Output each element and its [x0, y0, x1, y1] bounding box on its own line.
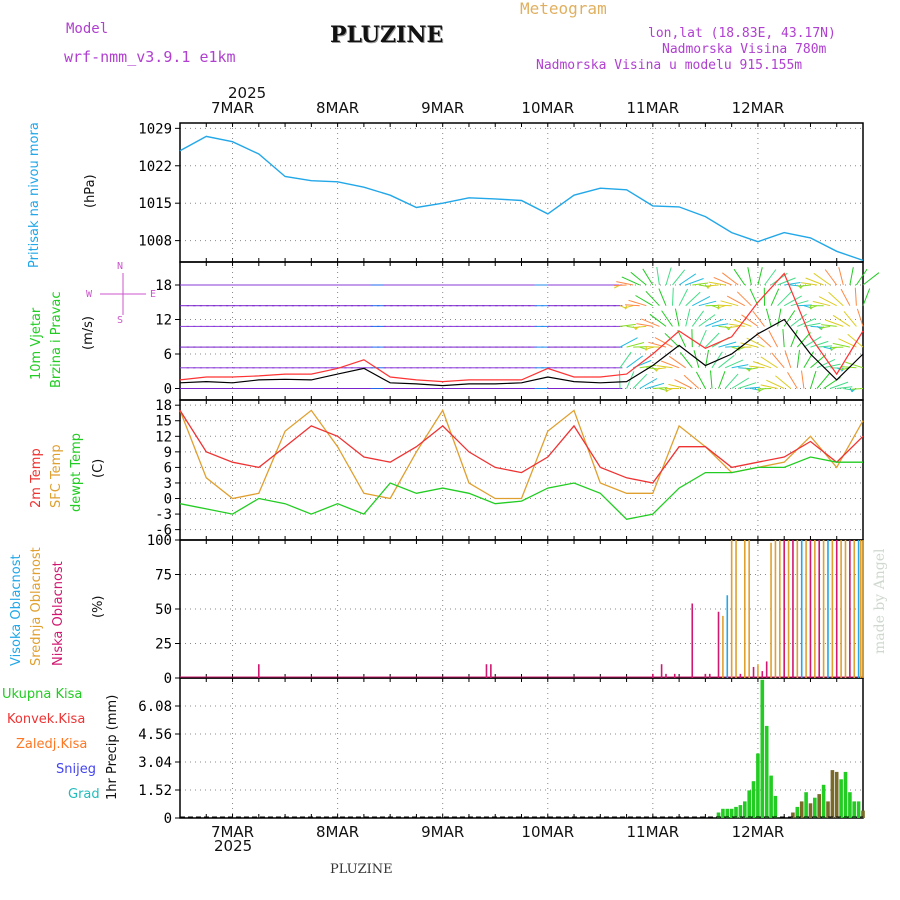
- precip-bar-total: [804, 792, 808, 818]
- ytick-label: -3: [155, 507, 172, 523]
- precip-bar-total: [769, 775, 773, 818]
- precip-bar-total: [747, 790, 751, 818]
- dewpt-line: [179, 456, 863, 521]
- compass-s: S: [117, 315, 124, 326]
- ytick-label: 6.08: [138, 699, 172, 715]
- precip-bar-total: [760, 679, 765, 818]
- precip-bar-total: [843, 771, 848, 818]
- ytick-label: 1022: [138, 159, 172, 175]
- compass-rose-icon: [100, 273, 146, 315]
- ytick-label: 0: [164, 671, 172, 687]
- bottom-date-label: 10MAR: [521, 823, 574, 841]
- meteogram-label: Meteogram: [520, 0, 607, 18]
- legend-total-precip: Ukupna Kisa: [2, 687, 83, 702]
- ytick-label: 12: [155, 313, 172, 329]
- 2m-temp-line: [179, 410, 864, 484]
- ytick-label: -6: [155, 523, 172, 539]
- top-date-label: 10MAR: [521, 99, 574, 117]
- legend-hail: Grad: [68, 787, 100, 802]
- ytick-label: 0: [164, 382, 172, 398]
- bottom-date-label: 12MAR: [732, 823, 785, 841]
- ytick-label: 50: [155, 602, 172, 618]
- bottom-date-label: 8MAR: [316, 823, 359, 841]
- wind-speed-line: [179, 318, 864, 387]
- ytick-label: 3.04: [138, 755, 172, 771]
- wind-gust-line: [179, 272, 864, 383]
- model-altitude-label: Nadmorska Visina u modelu 915.155m: [536, 58, 803, 73]
- precip-bar-total: [852, 801, 856, 818]
- precip-bar-total: [764, 725, 769, 818]
- top-date-label: 12MAR: [732, 99, 785, 117]
- precip-bar-conv: [861, 810, 865, 818]
- ytick-label: 6: [164, 460, 172, 476]
- model-label: Model: [66, 21, 109, 37]
- lonlat-label: lon,lat (18.83E, 43.17N): [648, 26, 836, 41]
- precip-bar-total: [848, 792, 852, 818]
- panel-frame: [179, 677, 864, 819]
- ytick-label: 1015: [138, 196, 172, 212]
- precip-bar-conv: [830, 770, 835, 818]
- top-date-label: 7MAR: [211, 99, 254, 117]
- compass-w: W: [86, 289, 93, 300]
- precip-bar-conv: [817, 794, 821, 818]
- legend-snow: Snijeg: [56, 762, 96, 777]
- ytick-label: 4.56: [138, 727, 172, 743]
- model-name: wrf-nmm_v3.9.1 e1km: [64, 48, 236, 66]
- altitude-label: Nadmorska Visina 780m: [662, 42, 827, 57]
- precip-bar-total: [839, 779, 843, 818]
- bottom-date-label: 11MAR: [626, 823, 679, 841]
- sfc-temp-line: [179, 408, 864, 500]
- precip-bar-total: [725, 808, 730, 818]
- precip-bar-total: [751, 781, 756, 818]
- precip-bar-total: [738, 805, 743, 818]
- precip-bar-total: [721, 808, 725, 818]
- precip-bar-conv: [791, 812, 795, 818]
- compass-e: E: [150, 289, 157, 300]
- precip-bar-conv: [799, 801, 804, 818]
- ytick-label: 1008: [138, 234, 172, 250]
- precip-bar-conv: [826, 801, 830, 818]
- precip-bar-total: [729, 808, 734, 818]
- ytick-label: 0: [164, 492, 172, 508]
- bottom-year: 2025: [214, 837, 253, 855]
- precip-bar-total: [795, 806, 800, 818]
- pressure-line: [179, 135, 864, 262]
- ytick-label: 1.52: [138, 783, 172, 799]
- precip-bar-total: [773, 795, 778, 818]
- compass-n: N: [117, 261, 124, 272]
- precip-bar-conv: [808, 803, 813, 818]
- ytick-label: 6: [164, 347, 172, 363]
- bottom-date-label: 9MAR: [421, 823, 464, 841]
- bottom-date-label: 7MAR: [211, 823, 254, 841]
- precip-bar-total: [821, 784, 826, 818]
- ytick-label: 75: [155, 568, 172, 584]
- top-date-label: 9MAR: [421, 99, 464, 117]
- wind-arrows: [180, 267, 880, 393]
- ytick-label: 0: [164, 811, 172, 827]
- top-date-label: 8MAR: [316, 99, 359, 117]
- ytick-label: 25: [155, 637, 172, 653]
- precip-bar-total: [743, 801, 747, 818]
- precip-bar-conv: [834, 771, 839, 818]
- ytick-label: 3: [164, 476, 172, 492]
- legend-frz-precip: Zaledj.Kisa: [16, 737, 88, 752]
- precip-bar-total: [856, 801, 861, 818]
- precip-bar-total: [756, 753, 760, 818]
- precip-bar-total: [813, 797, 817, 818]
- ytick-label: 1029: [138, 121, 172, 137]
- top-date-label: 11MAR: [626, 99, 679, 117]
- ytick-label: 100: [147, 533, 172, 549]
- ytick-label: 9: [164, 445, 172, 461]
- precip-bar-total: [716, 812, 721, 818]
- legend-conv-precip: Konvek.Kisa: [7, 712, 86, 727]
- ytick-label: 18: [155, 398, 172, 414]
- ytick-label: 18: [155, 278, 172, 294]
- footer-label: PLUZINE: [330, 862, 393, 877]
- ytick-label: 15: [155, 414, 172, 430]
- precip-bar-total: [734, 806, 738, 818]
- page-title: PLUZINE: [330, 22, 444, 48]
- ytick-label: 12: [155, 429, 172, 445]
- top-year: 2025: [228, 84, 267, 102]
